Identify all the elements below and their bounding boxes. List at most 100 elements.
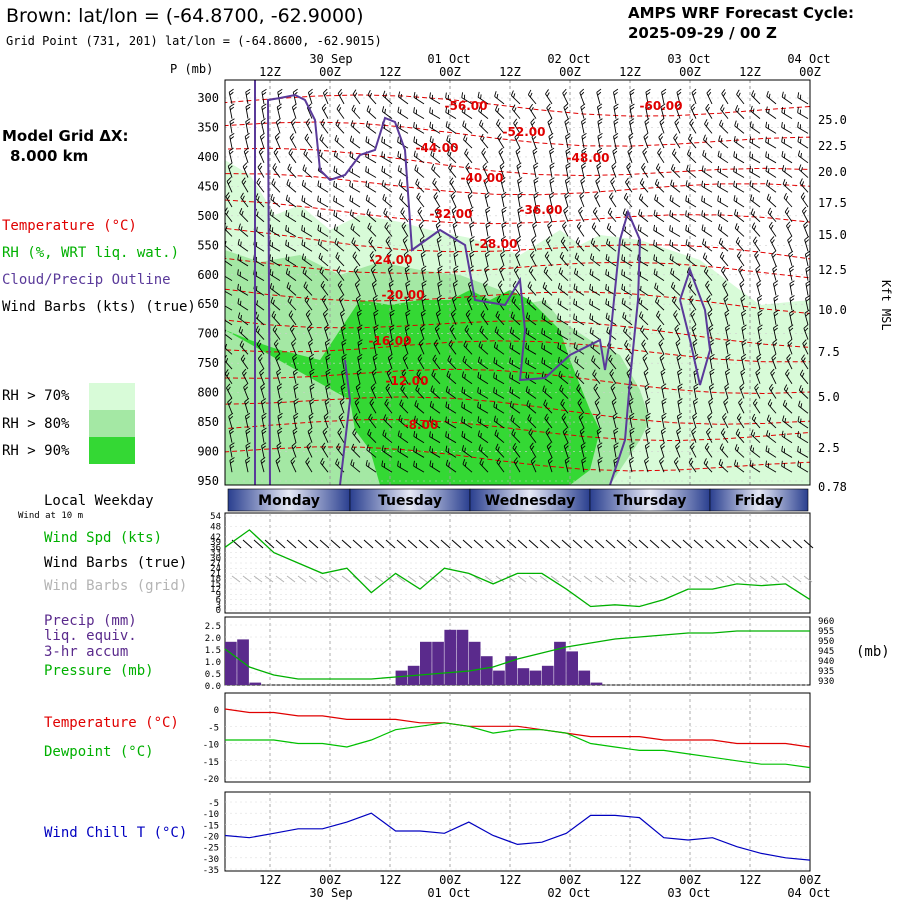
wind-barb-flag — [309, 368, 315, 373]
wind-barb-flag — [450, 180, 455, 185]
wind-barb-shaft — [529, 446, 537, 458]
wind-barb — [677, 398, 683, 414]
wind-at-10m-label: Wind at 10 m — [18, 511, 83, 521]
wind-barb-flag — [372, 294, 378, 299]
wind-barb-flag — [527, 89, 532, 95]
wind-barb-flag — [687, 197, 690, 203]
legend-dewpoint: Dewpoint (°C) — [44, 744, 154, 760]
wind-barb-flag — [735, 237, 740, 243]
wind-barb — [644, 456, 649, 473]
wind-barb-flag — [413, 415, 416, 422]
wind-barb-shaft — [805, 268, 809, 281]
wind-barb-flag — [325, 386, 331, 391]
wind-barb-shaft — [543, 404, 553, 414]
wind-barb-shaft — [622, 316, 633, 326]
wind-barb-flag — [353, 413, 358, 418]
wind-barb-flag — [702, 150, 705, 156]
wind-barb-flag — [736, 211, 739, 217]
wind-barb — [773, 280, 779, 296]
wind-barb-flag — [608, 354, 612, 360]
wind-barb — [610, 177, 617, 193]
wind-barb-flag — [563, 224, 567, 229]
wind-barb — [494, 326, 505, 340]
grid-wind-barb — [528, 575, 538, 583]
wind-barb — [469, 236, 475, 252]
wind-barb-flag — [449, 177, 454, 183]
wind-barb — [303, 148, 313, 164]
wind-barb-flag — [608, 225, 612, 231]
wind-barb-flag — [742, 342, 747, 346]
wind-barb-shaft — [781, 141, 793, 149]
wind-barb — [349, 151, 361, 164]
wind-barb — [512, 442, 521, 458]
wind-barb-flag — [621, 269, 623, 275]
wind-barb — [399, 193, 409, 208]
wind-barb-flag — [767, 124, 770, 129]
wind-barb-shaft — [589, 303, 601, 311]
wind-barb-flag — [351, 153, 354, 159]
wind-barb-flag — [498, 298, 502, 304]
wind-barb-flag — [579, 191, 584, 197]
wind-barb-flag — [581, 118, 587, 122]
wind-barb-shaft — [770, 372, 777, 384]
wind-barb-flag — [581, 147, 587, 152]
wind-barb-flag — [518, 209, 523, 214]
wind-barb-shaft — [676, 357, 681, 370]
wind-barb-flag — [431, 124, 434, 129]
wind-barb — [789, 295, 795, 311]
wind-barb-flag — [528, 315, 530, 320]
wind-barb — [661, 412, 667, 429]
wind-barb-flag — [230, 460, 235, 464]
wind-barb-flag — [227, 398, 232, 403]
wind-barb — [525, 312, 537, 326]
wind-tick-label: 0 — [216, 606, 221, 616]
cross-section-panel: -56.00 -60.00-52.00-44.00-48.00-40.00-36.… — [225, 80, 810, 485]
wind-barb-shaft — [463, 139, 473, 149]
wind-barb-flag — [757, 324, 763, 329]
wind-barb-flag — [225, 343, 227, 349]
wind-barb-flag — [704, 152, 707, 158]
wind-barb-flag — [591, 315, 594, 321]
wind-barb-shaft — [701, 200, 713, 208]
wind-barb-flag — [525, 357, 527, 364]
wind-barb — [702, 252, 713, 267]
wind-barb-shaft — [269, 214, 281, 223]
wind-barb-flag — [637, 224, 640, 230]
bottom-hour-label: 12Z — [379, 873, 401, 887]
wind-barb — [324, 339, 330, 355]
wind-barb-shaft — [624, 344, 633, 355]
wind-barb-flag — [357, 371, 362, 376]
wind-barb-shaft — [356, 372, 361, 384]
wind-barb-flag — [415, 448, 417, 453]
wind-barb-shaft — [708, 327, 713, 340]
wind-barb-flag — [351, 237, 355, 243]
pressure-tick-label: 900 — [197, 445, 219, 459]
wind-barb-shaft — [484, 254, 489, 267]
wind-barb-flag — [548, 224, 552, 229]
wind-barb — [719, 443, 729, 458]
wind-barb-flag — [464, 148, 468, 154]
wind-barb-flag — [557, 282, 561, 289]
wind-barb — [260, 456, 266, 473]
wind-barb-shaft — [573, 303, 585, 311]
wind-barb — [721, 89, 729, 105]
wind-barb-shaft — [597, 150, 601, 163]
pressure-tick-label: 935 — [818, 667, 834, 677]
wind-barb-shaft — [741, 327, 745, 340]
wind-barb-flag — [549, 195, 554, 199]
wind-barb-flag — [790, 298, 795, 302]
wind-barb-flag — [308, 412, 314, 417]
isotherm — [225, 419, 810, 442]
wind-barb — [578, 206, 585, 222]
wind-barb-shaft — [398, 419, 409, 429]
wind-barb-flag — [781, 106, 784, 113]
wind-barb — [497, 133, 505, 149]
wind-barb-shaft — [544, 255, 553, 267]
wind-barb-flag — [701, 210, 703, 216]
wind-barb-flag — [467, 313, 471, 318]
wind-barb-flag — [387, 265, 393, 270]
wind-barb — [511, 296, 521, 311]
wind-tick-label: 36 — [210, 543, 221, 553]
wind-barb — [354, 398, 361, 414]
wind-barb — [740, 294, 746, 311]
